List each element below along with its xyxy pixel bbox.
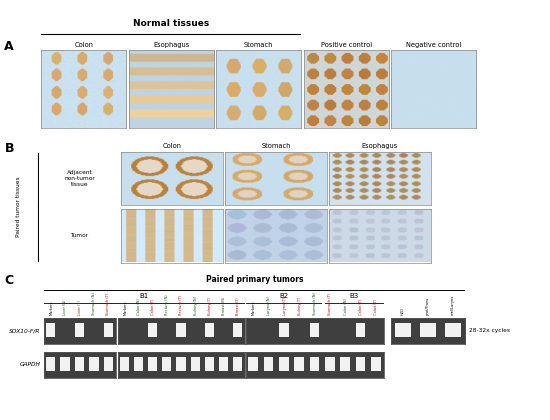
- Text: Esophagus: Esophagus: [362, 143, 398, 149]
- Text: B: B: [4, 142, 14, 155]
- Text: Colon (T): Colon (T): [151, 299, 156, 315]
- Text: GAPDH: GAPDH: [20, 362, 41, 367]
- Text: Tumor: Tumor: [70, 233, 89, 238]
- Text: Larynx (T): Larynx (T): [283, 297, 287, 315]
- Text: Larynx (N): Larynx (N): [267, 297, 271, 315]
- Text: Liver (T): Liver (T): [78, 300, 82, 315]
- Text: B1: B1: [140, 293, 149, 299]
- Text: 28-32x cycles: 28-32x cycles: [469, 328, 510, 333]
- Text: Rectum (N): Rectum (N): [166, 295, 169, 315]
- Text: Kidney (T): Kidney (T): [298, 297, 302, 315]
- Text: Adjacent
non-tumor
tissue: Adjacent non-tumor tissue: [64, 170, 95, 187]
- Text: Breast (N): Breast (N): [222, 297, 225, 315]
- Text: C: C: [4, 274, 14, 287]
- Text: Colon (T): Colon (T): [359, 299, 363, 315]
- Text: Colon: Colon: [162, 143, 182, 149]
- Text: B2: B2: [279, 293, 289, 299]
- Text: Kidney (N): Kidney (N): [194, 296, 197, 315]
- Text: prot/Trans: prot/Trans: [426, 297, 430, 315]
- Text: Stomach (T): Stomach (T): [106, 293, 111, 315]
- Text: Kidney (T): Kidney (T): [207, 297, 212, 315]
- Text: Rectum (T): Rectum (T): [179, 295, 184, 315]
- Text: Normal tissues: Normal tissues: [133, 19, 210, 28]
- Text: Liver (N): Liver (N): [63, 300, 68, 315]
- Text: Markers: Markers: [123, 301, 127, 315]
- Text: Colon (T): Colon (T): [374, 299, 378, 315]
- Text: Esophagus: Esophagus: [153, 42, 189, 48]
- Text: Colon: Colon: [74, 42, 94, 48]
- Text: Negative control: Negative control: [406, 42, 461, 48]
- Text: Stomach (T): Stomach (T): [328, 293, 332, 315]
- Text: Stomach (N): Stomach (N): [92, 292, 96, 315]
- Text: A: A: [4, 40, 14, 53]
- Text: Markers: Markers: [49, 301, 53, 315]
- Text: Paired tumor tissues: Paired tumor tissues: [16, 177, 21, 237]
- Text: Markers: Markers: [252, 301, 256, 315]
- Text: Colon (N): Colon (N): [138, 299, 141, 315]
- Text: Stomach: Stomach: [261, 143, 290, 149]
- Text: Breast (T): Breast (T): [236, 297, 240, 315]
- Text: Paired primary tumors: Paired primary tumors: [206, 276, 303, 284]
- Text: B3: B3: [350, 293, 359, 299]
- Text: Colon (N): Colon (N): [344, 299, 348, 315]
- Text: mel/Larynx: mel/Larynx: [450, 295, 454, 315]
- Text: Positive control: Positive control: [321, 42, 372, 48]
- Text: SOX10-F/R: SOX10-F/R: [9, 328, 41, 333]
- Text: Stomach (N): Stomach (N): [313, 292, 317, 315]
- Text: Stomach: Stomach: [244, 42, 273, 48]
- Text: H2O: H2O: [401, 307, 405, 315]
